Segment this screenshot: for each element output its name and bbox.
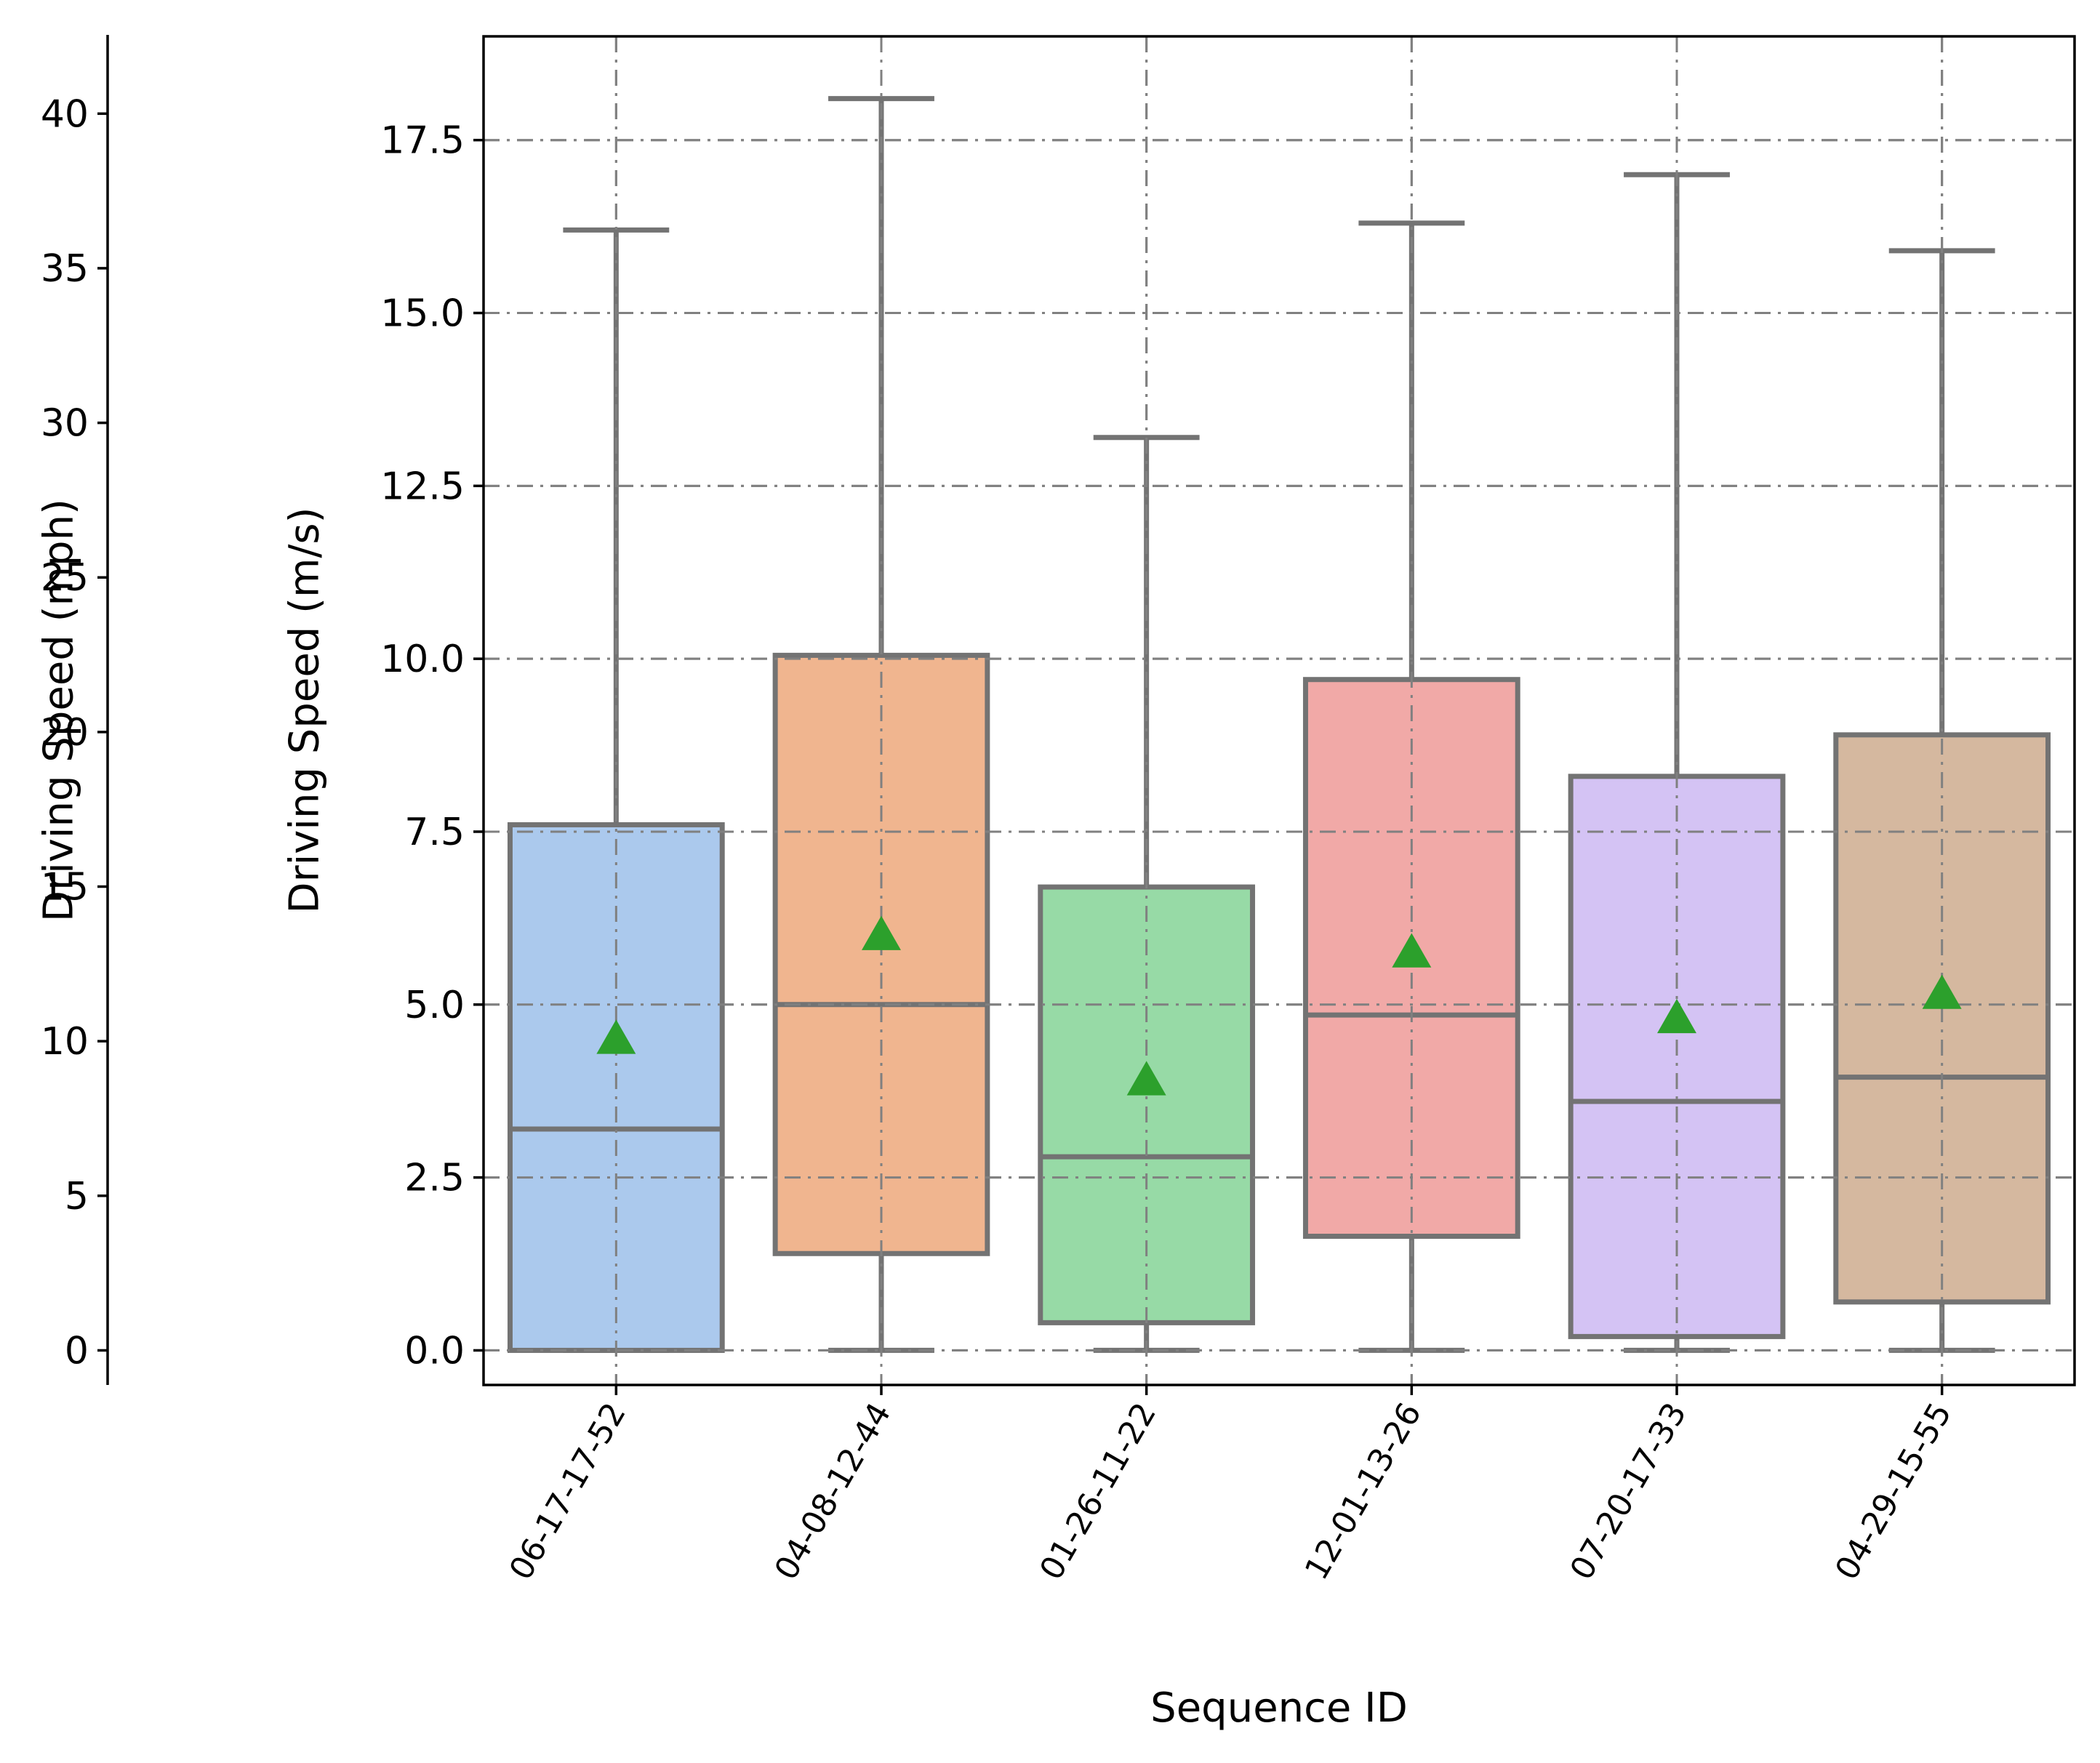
mean-marker	[1922, 974, 1962, 1009]
y-tick-label: 17.5	[380, 119, 465, 163]
secondary-y-axis-label: Driving Speed (mph)	[36, 499, 83, 922]
y-tick-label: 5.0	[404, 984, 465, 1027]
secondary-y-tick-label: 30	[41, 402, 89, 446]
y-tick-label: 0.0	[404, 1329, 465, 1373]
secondary-y-tick-label: 10	[41, 1020, 89, 1064]
y-tick-label: 7.5	[404, 811, 465, 854]
y-tick-label: 15.0	[380, 292, 465, 336]
secondary-y-tick-label: 0	[65, 1329, 89, 1373]
secondary-y-tick-label: 20	[41, 711, 89, 755]
y-axis-label: Driving Speed (m/s)	[281, 507, 329, 914]
y-tick-label: 12.5	[380, 465, 465, 508]
y-tick-label: 10.0	[380, 638, 465, 681]
y-tick-label: 2.5	[404, 1157, 465, 1200]
secondary-y-tick-label: 40	[41, 92, 89, 136]
mean-marker	[1657, 998, 1696, 1034]
plot-frame	[482, 35, 2076, 1386]
mean-marker	[1392, 933, 1432, 968]
boxes	[484, 36, 2075, 1385]
secondary-y-tick-label: 15	[41, 866, 89, 909]
mean-marker	[1126, 1061, 1166, 1096]
secondary-y-tick-label: 35	[41, 247, 89, 291]
mean-marker	[862, 915, 901, 950]
axis-labels: Sequence ID Driving Speed (m/s) Driving …	[36, 499, 1408, 1732]
secondary-y-tick-label: 5	[65, 1175, 89, 1218]
x-axis-label: Sequence ID	[1150, 1684, 1408, 1732]
mean-marker	[596, 1019, 636, 1054]
secondary-y-tick-label: 25	[41, 556, 89, 600]
